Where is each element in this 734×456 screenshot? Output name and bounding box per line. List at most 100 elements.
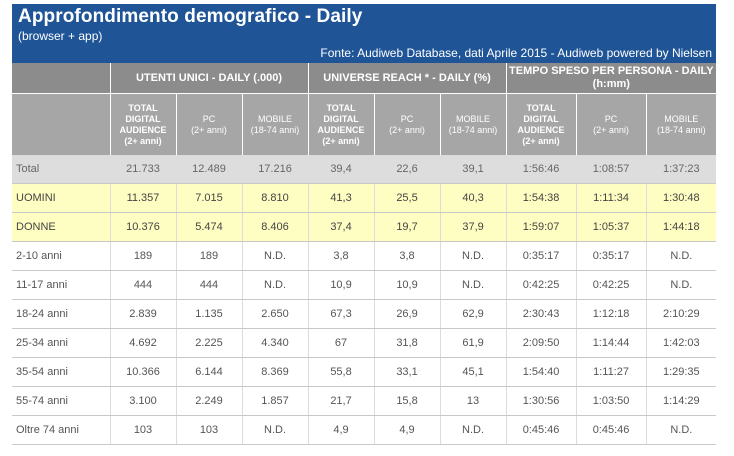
table-cell: 7.015	[175, 183, 242, 213]
table-cell: 55,8	[307, 357, 375, 387]
subcolumn-header-line: PC	[604, 113, 618, 124]
group-header-universe-reach: UNIVERSE REACH * - DAILY (%)	[307, 63, 507, 94]
table-cell: N.D.	[439, 241, 507, 271]
table-cell: 1:37:23	[645, 155, 717, 184]
table-cell: 1:56:46	[505, 155, 577, 184]
table-cell: N.D.	[645, 270, 717, 300]
table-row: Oltre 74 anni 103 103 N.D. 4,9 4,9 N.D. 0:45:46…	[12, 415, 717, 445]
table-cell: 2.225	[175, 328, 242, 358]
report-header: Approfondimento demografico - Daily (bro…	[12, 4, 716, 63]
table-row: Total 21.733 12.489 17.216 39,4 22,6 39,1 1:56:…	[12, 155, 717, 184]
table-cell: 0:35:17	[505, 241, 577, 271]
row-label: UOMINI	[12, 183, 110, 213]
corner-cell	[12, 63, 110, 94]
corner-cell	[12, 93, 110, 155]
table-cell: 1:08:57	[575, 155, 647, 184]
table-cell: N.D.	[645, 415, 717, 445]
table-cell: 444	[109, 270, 176, 300]
table-cell: 2.249	[175, 386, 242, 416]
table-cell: 67	[307, 328, 375, 358]
report-subtitle: (browser + app)	[18, 29, 103, 43]
table-cell: 2.839	[109, 299, 176, 329]
table-cell: 1:12:18	[575, 299, 647, 329]
table-cell: 6.144	[175, 357, 242, 387]
subcolumn-header-pc: PC (2+ anni)	[175, 93, 242, 155]
subcolumn-header-line: DIGITAL	[125, 113, 161, 124]
table-cell: 103	[109, 415, 176, 445]
table-cell: 22,6	[373, 155, 441, 184]
table-cell: 1:11:27	[575, 357, 647, 387]
table-cell: 0:35:17	[575, 241, 647, 271]
table-cell: 10.366	[109, 357, 176, 387]
table-cell: 13	[439, 386, 507, 416]
row-label: 2-10 anni	[12, 241, 110, 271]
table-cell: 1:05:37	[575, 212, 647, 242]
table-cell: 10,9	[373, 270, 441, 300]
subcolumn-header-line: (2+ anni)	[389, 124, 425, 135]
table-cell: 1:03:50	[575, 386, 647, 416]
table-cell: N.D.	[645, 241, 717, 271]
subcolumn-header-line: DIGITAL	[323, 113, 359, 124]
table-cell: 39,1	[439, 155, 507, 184]
table-row: 11-17 anni 444 444 N.D. 10,9 10,9 N.D. 0:42:25 0…	[12, 270, 717, 300]
table-cell: 8.406	[241, 212, 309, 242]
subcolumn-header-total: TOTAL DIGITAL AUDIENCE (2+ anni)	[109, 93, 176, 155]
table-cell: 103	[175, 415, 242, 445]
subcolumn-header-line: AUDIENCE	[317, 124, 365, 135]
row-label: 35-54 anni	[12, 357, 110, 387]
table-row: 55-74 anni 3.100 2.249 1.857 21,7 15,8 13 1:30:…	[12, 386, 717, 416]
table-row: 18-24 anni 2.839 1.135 2.650 67,3 26,9 62,9 2:3…	[12, 299, 717, 329]
table-cell: 67,3	[307, 299, 375, 329]
table-cell: 10.376	[109, 212, 176, 242]
subcolumn-header-mobile: MOBILE (18-74 anni)	[241, 93, 309, 155]
table-cell: 2:30:43	[505, 299, 577, 329]
row-label: 11-17 anni	[12, 270, 110, 300]
table-cell: 62,9	[439, 299, 507, 329]
table-cell: 1:59:07	[505, 212, 577, 242]
subcolumn-header-line: PC	[202, 113, 216, 124]
subcolumn-header-line: AUDIENCE	[119, 124, 167, 135]
table-cell: 1:54:40	[505, 357, 577, 387]
table-cell: 0:42:25	[575, 270, 647, 300]
demographic-table: UTENTI UNICI - DAILY (.000) UNIVERSE REA…	[12, 63, 717, 445]
subcolumn-header-total: TOTAL DIGITAL AUDIENCE (2+ anni)	[307, 93, 375, 155]
table-cell: 1:14:29	[645, 386, 717, 416]
table-cell: 8.369	[241, 357, 309, 387]
row-label: Oltre 74 anni	[12, 415, 110, 445]
row-label: 25-34 anni	[12, 328, 110, 358]
table-cell: 1:30:56	[505, 386, 577, 416]
table-cell: 3,8	[307, 241, 375, 271]
table-cell: 39,4	[307, 155, 375, 184]
table-cell: 3.100	[109, 386, 176, 416]
subcolumn-header-line: (18-74 anni)	[448, 124, 498, 135]
subcolumn-header-total: TOTAL DIGITAL AUDIENCE (2+ anni)	[505, 93, 577, 155]
subcolumn-header-line: TOTAL	[526, 102, 556, 113]
table-cell: 4,9	[307, 415, 375, 445]
table-cell: 61,9	[439, 328, 507, 358]
table-cell: 8.810	[241, 183, 309, 213]
table-row: 2-10 anni 189 189 N.D. 3,8 3,8 N.D. 0:35:17 0:35…	[12, 241, 717, 271]
subcolumn-header-line: (2+ anni)	[322, 135, 360, 146]
subcolumn-header-pc: PC (2+ anni)	[575, 93, 647, 155]
group-header-row: UTENTI UNICI - DAILY (.000) UNIVERSE REA…	[12, 63, 717, 94]
table-cell: 37,4	[307, 212, 375, 242]
table-cell: 1:42:03	[645, 328, 717, 358]
table-row: 35-54 anni 10.366 6.144 8.369 55,8 33,1 45,1 1:…	[12, 357, 717, 387]
table-cell: 1.857	[241, 386, 309, 416]
subcolumn-header-line: (2+ anni)	[522, 135, 560, 146]
table-cell: 1:54:38	[505, 183, 577, 213]
table-cell: N.D.	[439, 415, 507, 445]
subcolumn-header-mobile: MOBILE (18-74 anni)	[645, 93, 717, 155]
subcolumn-header-row: TOTAL DIGITAL AUDIENCE (2+ anni) PC (2+ anni)…	[12, 93, 717, 155]
table-cell: 4.340	[241, 328, 309, 358]
subcolumn-header-line: (18-74 anni)	[250, 124, 300, 135]
subcolumn-header-line: MOBILE	[456, 113, 491, 124]
table-cell: 1:14:44	[575, 328, 647, 358]
subcolumn-header-pc: PC (2+ anni)	[373, 93, 441, 155]
table-cell: 15,8	[373, 386, 441, 416]
table-cell: N.D.	[241, 270, 309, 300]
table-cell: 2:09:50	[505, 328, 577, 358]
table-cell: 1:44:18	[645, 212, 717, 242]
table-cell: 31,8	[373, 328, 441, 358]
